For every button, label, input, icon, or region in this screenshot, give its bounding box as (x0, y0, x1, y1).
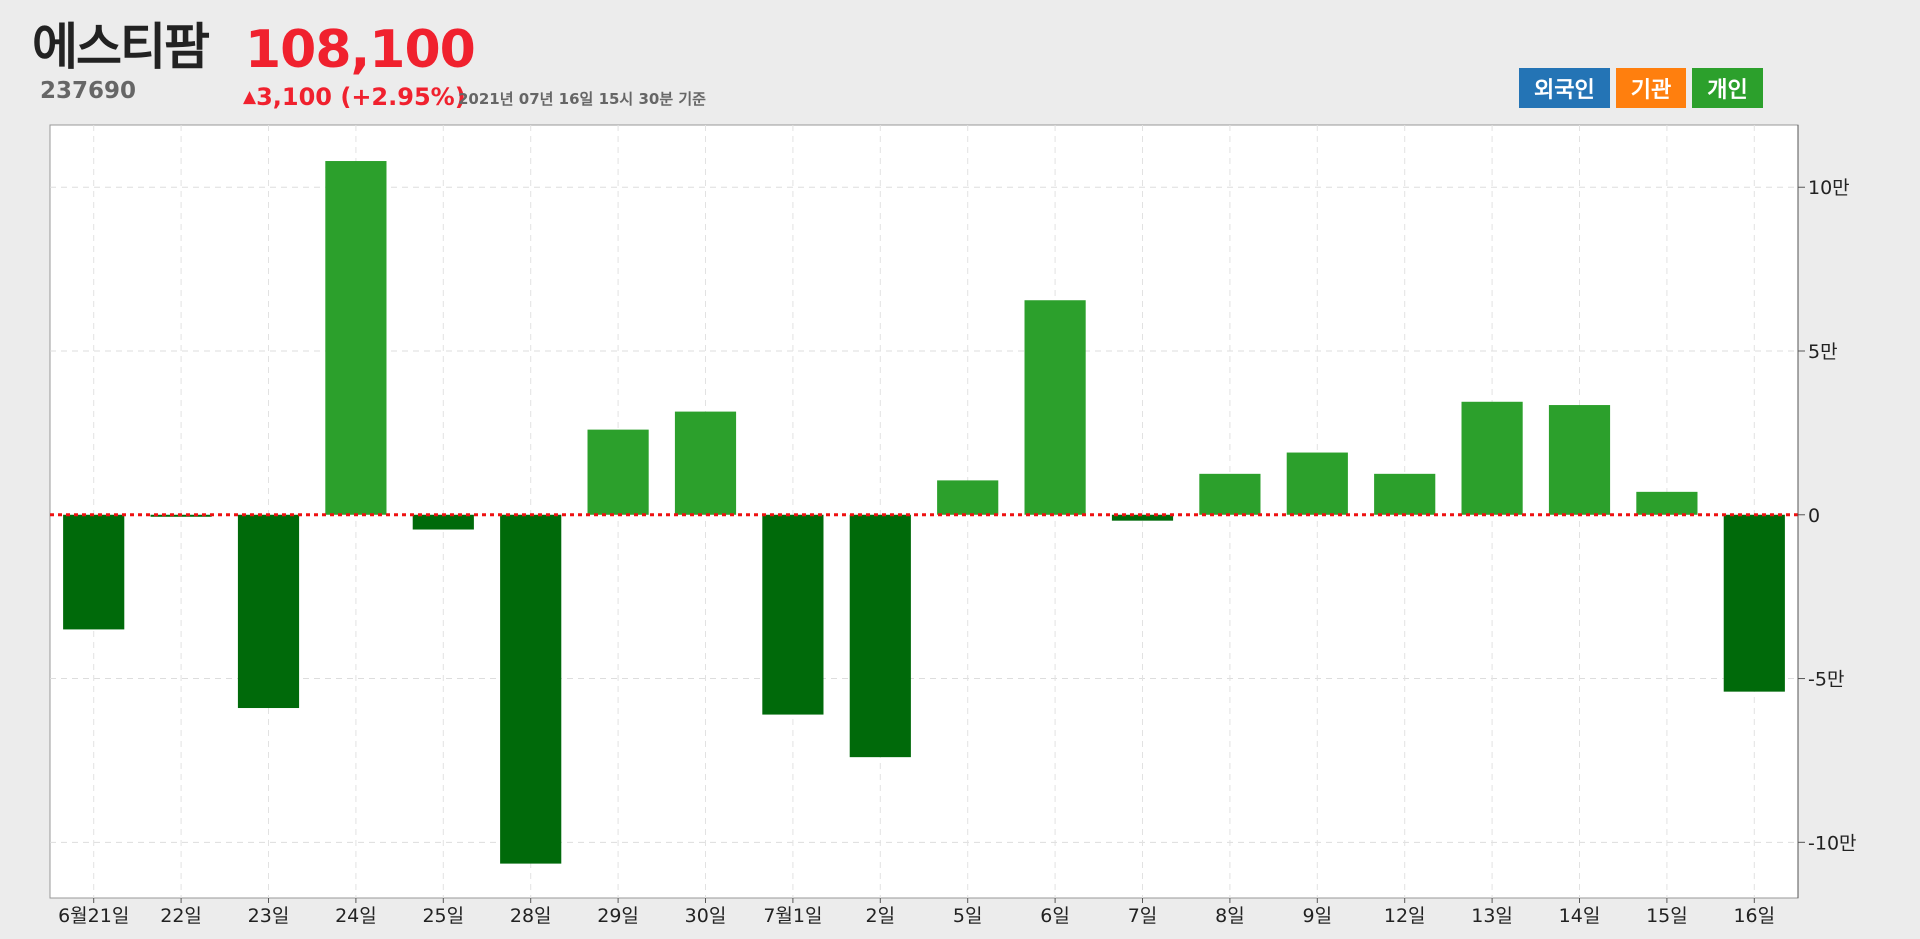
bar (1636, 491, 1698, 515)
bar (1024, 300, 1086, 515)
x-tick-label: 15일 (1646, 905, 1688, 927)
bar (1111, 514, 1174, 521)
bar (937, 480, 999, 515)
bar (237, 514, 300, 709)
price-change: ▲3,100 (+2.95%) (243, 85, 466, 109)
x-tick-label: 6월21일 (58, 905, 129, 927)
x-tick-label: 2일 (866, 905, 896, 927)
x-tick-label: 23일 (248, 905, 290, 927)
investor-toggle-group: 외국인 기관 개인 (1519, 68, 1763, 108)
x-tick-label: 22일 (160, 905, 202, 927)
y-tick-label: -10만 (1808, 832, 1857, 854)
x-tick-label: 7일 (1128, 905, 1158, 927)
y-tick-label: 0 (1808, 505, 1820, 527)
y-tick-label: 5만 (1808, 341, 1838, 363)
y-tick-label: 10만 (1808, 177, 1850, 199)
bar (1461, 401, 1523, 515)
plot-area (49, 124, 1799, 899)
x-tick-label: 5일 (953, 905, 983, 927)
bar (1374, 473, 1436, 515)
stock-header: 에스티팜 237690 108,100 ▲3,100 (+2.95%) 2021… (0, 0, 1920, 125)
stock-code: 237690 (40, 78, 137, 104)
bar (762, 514, 824, 715)
bar (587, 429, 649, 515)
bar (325, 161, 387, 515)
x-tick-label: 16일 (1733, 905, 1775, 927)
x-tick-label: 28일 (510, 905, 552, 927)
foreign-investor-button[interactable]: 외국인 (1519, 68, 1610, 108)
x-tick-label: 29일 (597, 905, 639, 927)
x-tick-label: 25일 (422, 905, 464, 927)
x-tick-label: 9일 (1303, 905, 1333, 927)
bar (500, 514, 562, 864)
bar (849, 514, 911, 758)
x-tick-label: 8일 (1215, 905, 1245, 927)
bar (674, 411, 737, 515)
x-tick-label: 30일 (685, 905, 727, 927)
current-price: 108,100 (245, 20, 476, 80)
bar (1199, 473, 1261, 515)
individual-button[interactable]: 개인 (1692, 68, 1763, 108)
as-of-timestamp: 2021년 07년 16일 15시 30분 기준 (458, 90, 706, 108)
x-tick-label: 14일 (1559, 905, 1601, 927)
institution-button[interactable]: 기관 (1615, 68, 1687, 108)
bar (1286, 452, 1348, 515)
price-change-value: 3,100 (+2.95%) (256, 83, 466, 111)
x-tick-label: 13일 (1471, 905, 1513, 927)
x-tick-label: 6일 (1040, 905, 1070, 927)
stock-name: 에스티팜 (32, 18, 210, 76)
x-tick-label: 12일 (1384, 905, 1426, 927)
bar (412, 514, 474, 530)
bar (1548, 405, 1611, 515)
bar (63, 514, 125, 630)
bar (1723, 514, 1785, 692)
x-tick-label: 24일 (335, 905, 377, 927)
up-arrow-icon: ▲ (243, 87, 257, 107)
y-tick-label: -5만 (1808, 669, 1844, 691)
x-tick-label: 7월1일 (763, 905, 822, 927)
